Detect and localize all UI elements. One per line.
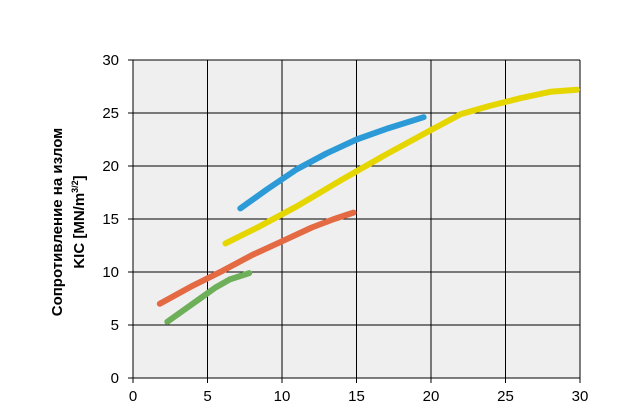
y-tick-label-1: 5 bbox=[111, 317, 119, 334]
y-axis-label-suffix: ] bbox=[71, 175, 88, 180]
series-line-3 bbox=[164, 270, 253, 325]
x-tick-label-2: 10 bbox=[274, 388, 291, 405]
y-axis: 0 5 10 15 20 25 30 bbox=[102, 52, 119, 387]
y-axis-label-line1: Сопротивление на излом bbox=[49, 128, 66, 317]
y-axis-label-line2: KIC [MN/m3/2] bbox=[70, 175, 88, 268]
y-tick-label-5: 25 bbox=[102, 105, 119, 122]
series-layer bbox=[156, 86, 580, 325]
y-tick-label-6: 30 bbox=[102, 52, 119, 69]
series-line-2 bbox=[156, 209, 357, 307]
x-tick-label-5: 25 bbox=[497, 388, 514, 405]
x-tick-label-1: 5 bbox=[203, 388, 211, 405]
y-axis-label-prefix: KIC [MN/m bbox=[71, 193, 88, 269]
series-line-1 bbox=[222, 86, 580, 247]
x-axis: 0 5 10 15 20 25 30 bbox=[129, 388, 589, 405]
y-tick-label-2: 10 bbox=[102, 264, 119, 281]
grid bbox=[128, 59, 581, 383]
x-tick-label-3: 15 bbox=[348, 388, 365, 405]
y-axis-label-sup: 3/2 bbox=[70, 180, 80, 193]
y-tick-label-4: 20 bbox=[102, 158, 119, 175]
y-tick-label-0: 0 bbox=[111, 370, 119, 387]
series-line-0 bbox=[237, 114, 427, 212]
y-tick-label-3: 15 bbox=[102, 211, 119, 228]
x-tick-label-6: 30 bbox=[572, 388, 589, 405]
x-tick-label-4: 20 bbox=[423, 388, 440, 405]
x-tick-label-0: 0 bbox=[129, 388, 137, 405]
